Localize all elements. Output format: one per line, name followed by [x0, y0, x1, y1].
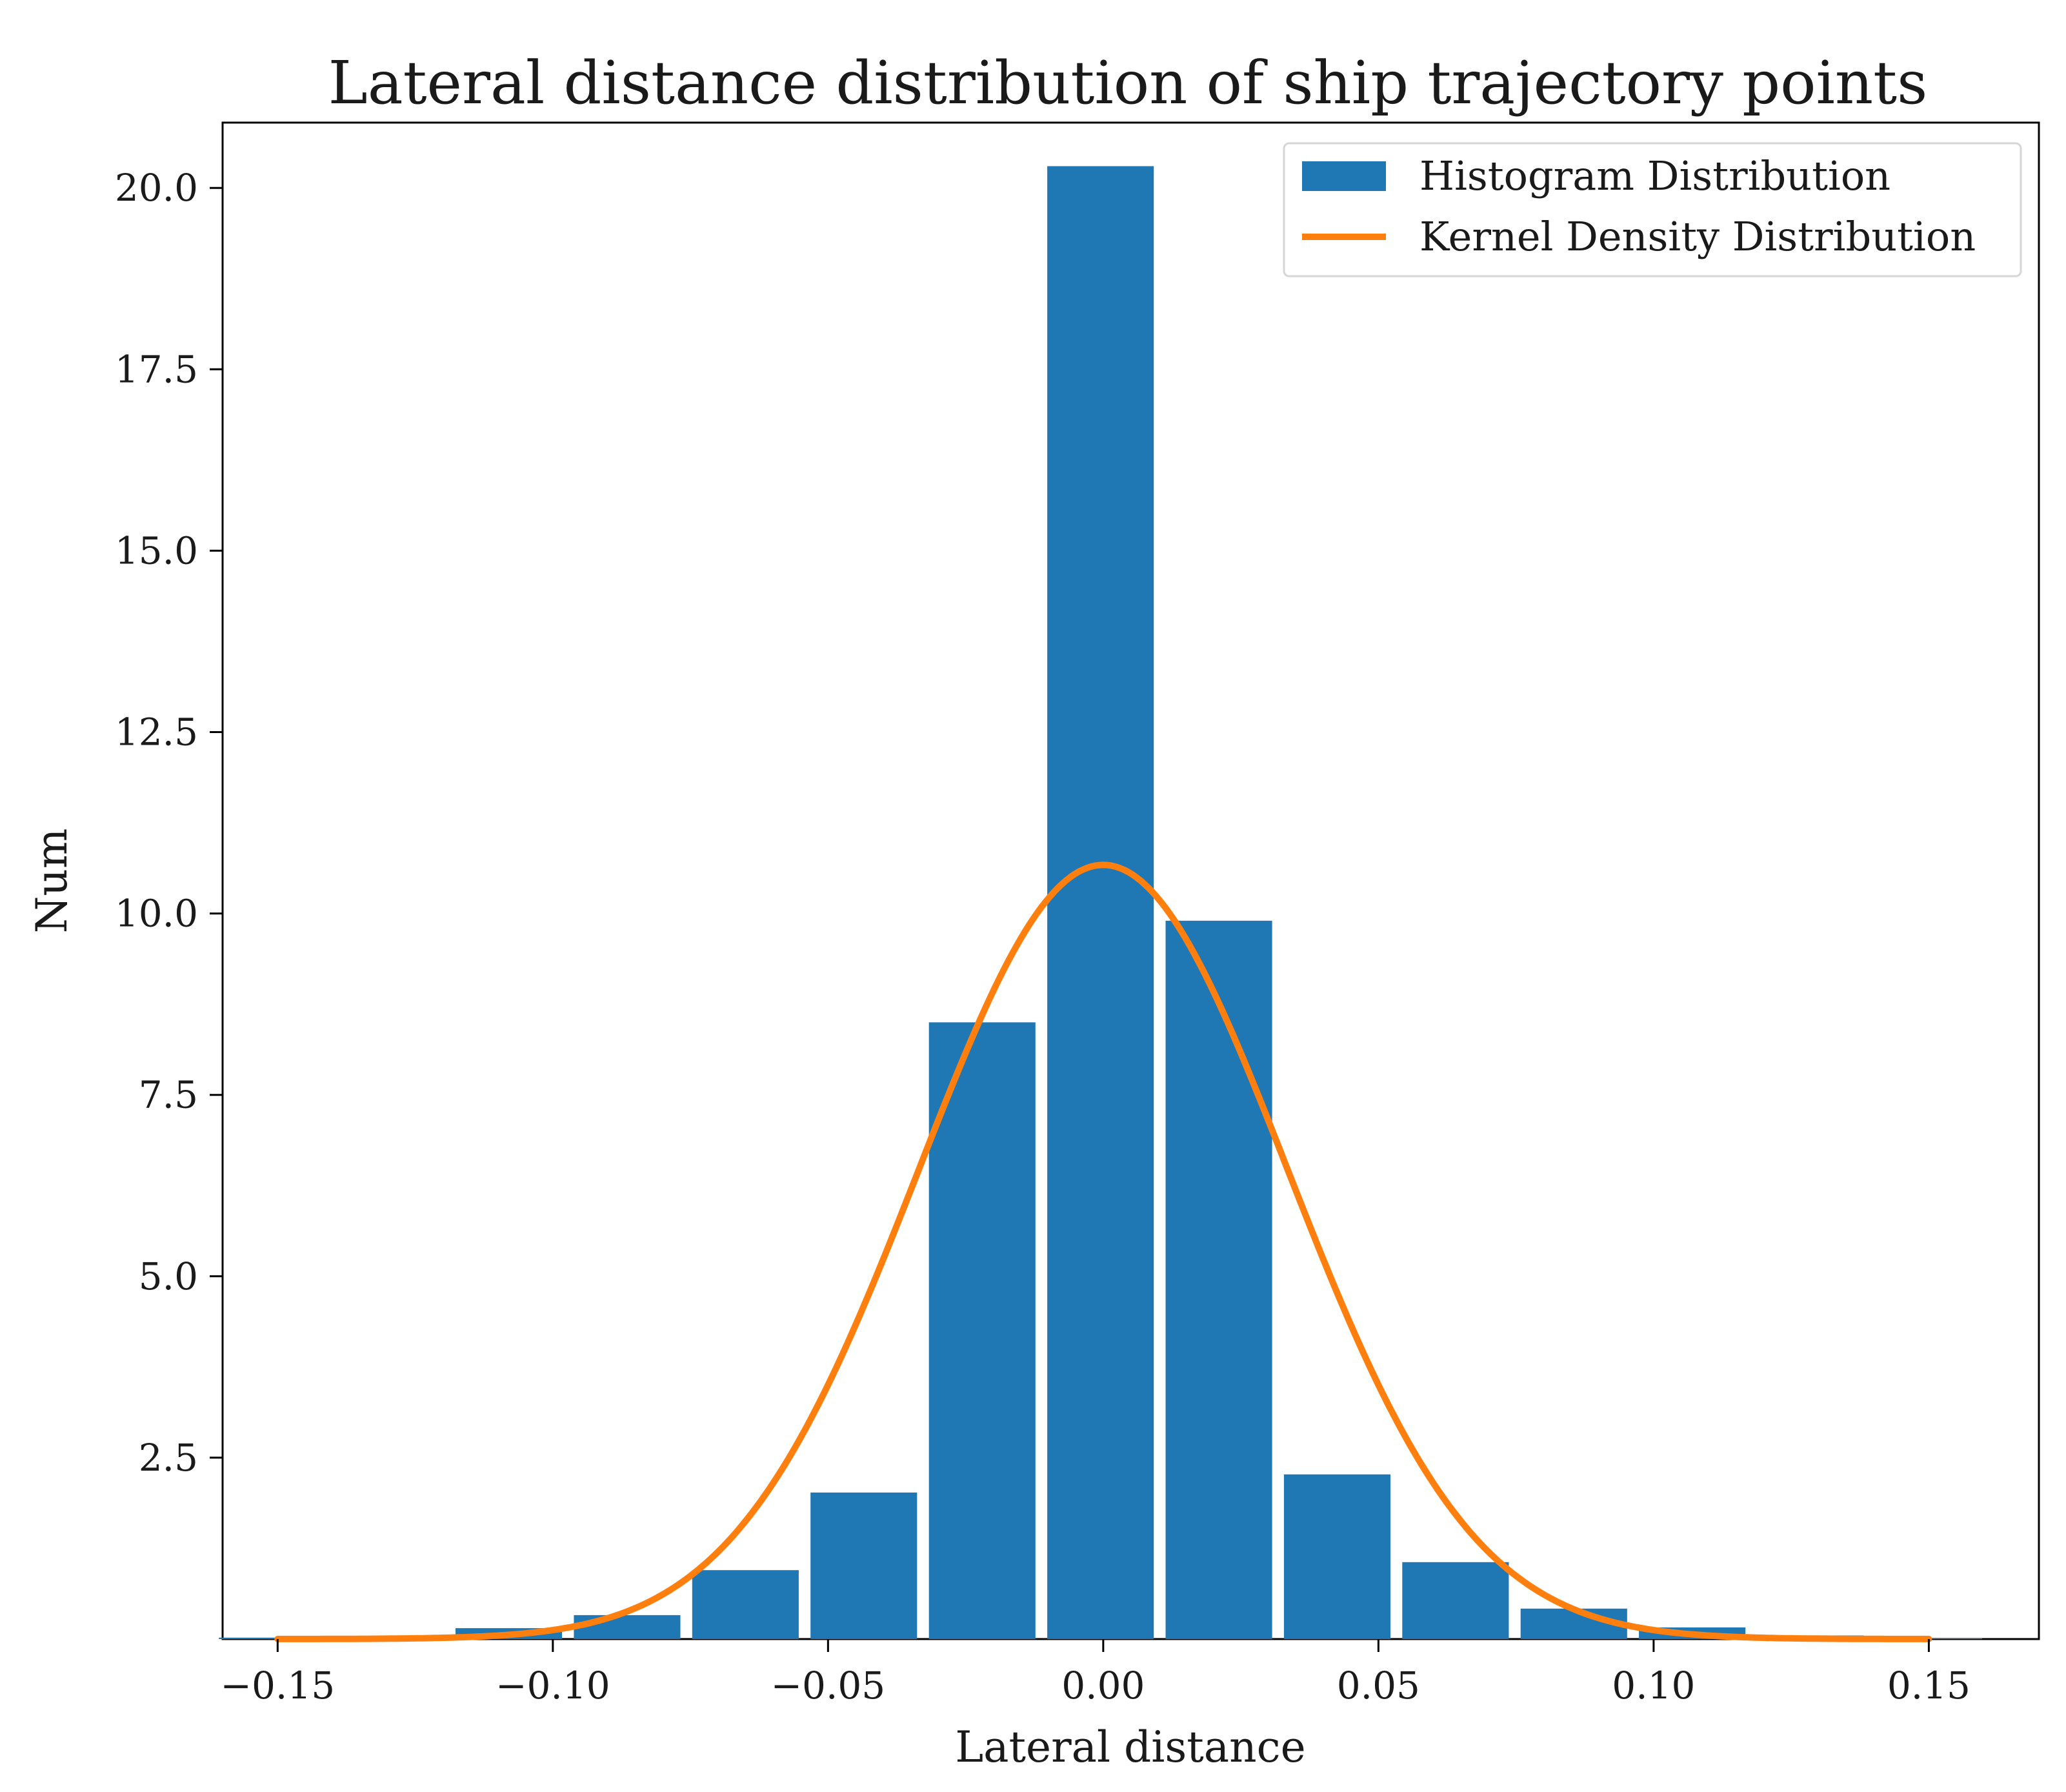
- x-tick-label: 0.00: [1061, 1664, 1145, 1707]
- histogram-bar: [928, 1022, 1036, 1639]
- y-tick-label: 20.0: [115, 166, 198, 210]
- histogram-bar: [1283, 1474, 1390, 1639]
- histogram-bar: [574, 1615, 681, 1639]
- y-tick-label: 5.0: [139, 1254, 198, 1298]
- histogram-bar: [1165, 920, 1272, 1639]
- y-tick-label: 7.5: [139, 1073, 198, 1117]
- histogram-bar: [692, 1570, 799, 1639]
- y-tick-label: 17.5: [115, 347, 198, 391]
- x-tick-label: 0.15: [1887, 1664, 1971, 1707]
- y-tick-label: 10.0: [115, 892, 198, 936]
- y-tick-label: 2.5: [139, 1436, 198, 1480]
- y-axis-label: Num: [27, 829, 77, 934]
- x-tick-label: −0.10: [496, 1664, 610, 1707]
- histogram-bar: [219, 1637, 326, 1639]
- y-tick-label: 15.0: [115, 529, 198, 572]
- y-tick-label: 12.5: [115, 710, 198, 754]
- legend-kde-label: Kernel Density Distribution: [1419, 213, 1976, 260]
- legend-histogram-label: Histogram Distribution: [1419, 152, 1890, 199]
- x-tick-label: −0.05: [770, 1664, 885, 1707]
- x-axis-label: Lateral distance: [955, 1722, 1305, 1772]
- legend: Histogram Distribution Kernel Density Di…: [1283, 142, 2022, 277]
- histogram-bar: [1402, 1562, 1509, 1639]
- legend-histogram-swatch: [1302, 161, 1386, 191]
- histogram-bars: [219, 166, 1982, 1639]
- kde-curve: [274, 861, 1932, 1642]
- y-axis: 2.5 5.0 7.5 10.0 12.5 15.0 17.5 20.0: [115, 166, 223, 1480]
- chart-title: Lateral distance distribution of ship tr…: [328, 48, 1928, 117]
- histogram-bar: [1047, 166, 1154, 1639]
- legend-frame: [1283, 142, 2022, 277]
- x-tick-label: −0.15: [220, 1664, 335, 1707]
- histogram-bar: [810, 1492, 918, 1639]
- x-tick-label: 0.05: [1337, 1664, 1420, 1707]
- x-tick-label: 0.10: [1612, 1664, 1695, 1707]
- x-axis: −0.15 −0.10 −0.05 0.00 0.05 0.10 0.15: [220, 1639, 1971, 1707]
